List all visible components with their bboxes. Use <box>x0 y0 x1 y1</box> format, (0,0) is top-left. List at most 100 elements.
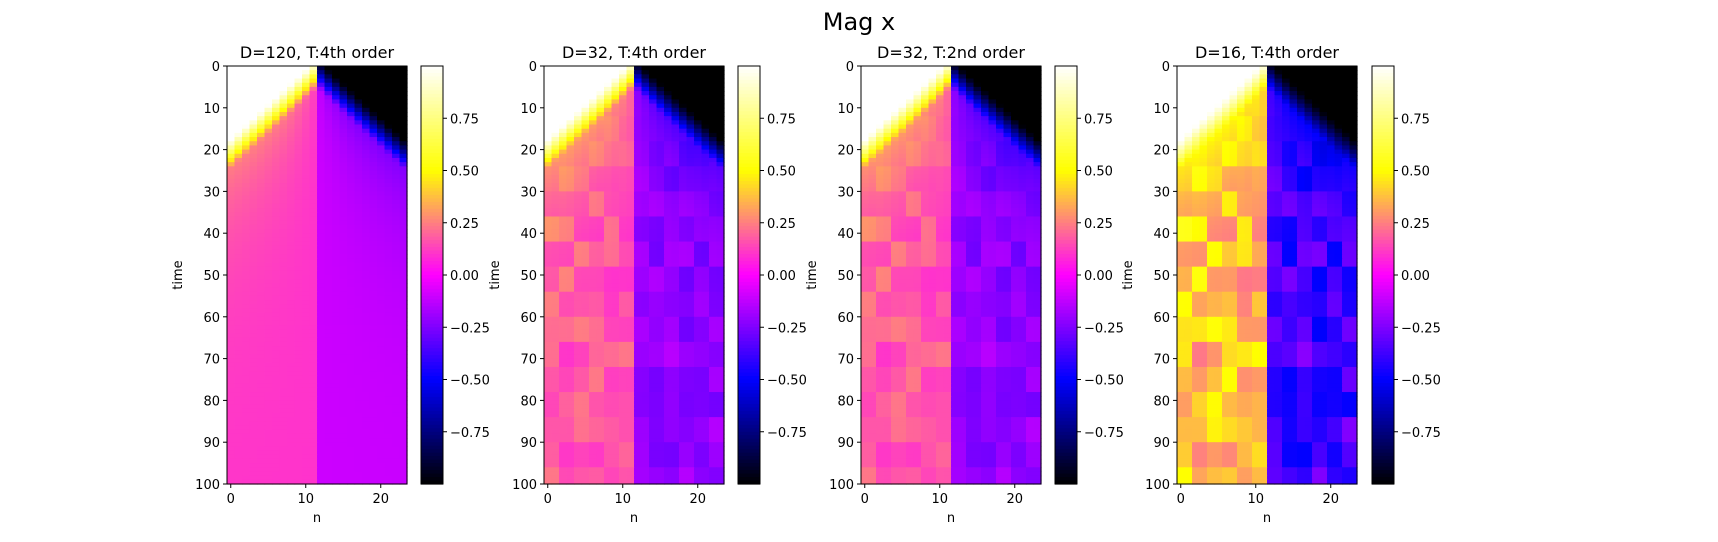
heatmap-cell <box>332 78 341 84</box>
heatmap-cell <box>694 149 703 155</box>
heatmap-cell <box>671 350 680 356</box>
heatmap-cell <box>242 178 251 184</box>
heatmap-cell <box>604 74 613 80</box>
heatmap-cell <box>641 379 650 385</box>
heatmap-cell <box>257 279 266 284</box>
heatmap-cell <box>302 128 311 134</box>
heatmap-cell <box>392 203 401 209</box>
panel-title: D=120, T:4th order <box>240 43 395 62</box>
heatmap-cell <box>671 371 680 376</box>
heatmap-cell <box>242 454 251 460</box>
heatmap-cell <box>664 262 673 268</box>
heatmap-cell <box>559 275 568 280</box>
heatmap-cell <box>581 149 590 155</box>
heatmap-cell <box>664 183 673 188</box>
heatmap-cell <box>272 454 281 460</box>
heatmap-cell <box>369 262 378 268</box>
heatmap-cell <box>242 141 251 147</box>
heatmap-cell <box>242 270 251 276</box>
heatmap-cell <box>309 279 318 284</box>
heatmap-cell <box>641 383 650 389</box>
heatmap-cell <box>701 408 710 414</box>
heatmap-cell <box>339 433 348 439</box>
heatmap-cell <box>384 132 393 138</box>
heatmap-cell <box>324 392 333 397</box>
heatmap-cell <box>716 333 725 339</box>
colorbar-segment <box>421 173 443 179</box>
heatmap-cell <box>272 237 281 243</box>
heatmap-cell <box>559 300 568 305</box>
heatmap-cell <box>551 337 560 343</box>
heatmap-cell <box>294 208 303 213</box>
heatmap-cell <box>302 254 311 259</box>
heatmap-cell <box>354 396 363 401</box>
heatmap-cell <box>294 392 303 397</box>
heatmap-cell <box>709 295 718 301</box>
heatmap-cell <box>287 241 296 247</box>
heatmap-cell <box>279 270 288 276</box>
heatmap-cell <box>709 425 718 431</box>
heatmap-cell <box>686 320 695 326</box>
heatmap-cell <box>354 412 363 418</box>
heatmap-cell <box>324 341 333 347</box>
heatmap-cell <box>369 111 378 117</box>
heatmap-cell <box>574 258 583 264</box>
heatmap-cell <box>309 429 318 435</box>
heatmap-cell <box>664 346 673 351</box>
heatmap-cell <box>581 191 590 197</box>
heatmap-cell <box>694 66 703 71</box>
heatmap-cell <box>324 383 333 389</box>
heatmap-cell <box>656 304 665 310</box>
heatmap-cell <box>309 233 318 238</box>
heatmap-cell <box>574 262 583 268</box>
heatmap-cell <box>634 183 643 188</box>
heatmap-cell <box>399 458 408 464</box>
heatmap-cell <box>369 316 378 322</box>
heatmap-cell <box>392 74 401 80</box>
heatmap-cell <box>347 333 356 339</box>
heatmap-cell <box>709 141 718 147</box>
heatmap-cell <box>686 208 695 213</box>
heatmap-cell <box>574 178 583 184</box>
heatmap-cell <box>249 82 258 88</box>
heatmap-cell <box>649 153 658 159</box>
heatmap-cell <box>227 375 236 381</box>
heatmap-cell <box>649 220 658 226</box>
heatmap-cell <box>392 208 401 213</box>
heatmap-cell <box>671 86 680 92</box>
heatmap-cell <box>559 438 568 443</box>
heatmap-cell <box>566 408 575 414</box>
heatmap-cell <box>249 70 258 75</box>
heatmap-cell <box>302 229 311 234</box>
heatmap-cell <box>559 70 568 75</box>
heatmap-cell <box>317 425 326 431</box>
heatmap-cell <box>559 183 568 188</box>
heatmap-cell <box>324 195 333 201</box>
heatmap-cell <box>302 316 311 322</box>
heatmap-cell <box>701 224 710 230</box>
heatmap-cell <box>287 392 296 397</box>
heatmap-cell <box>581 300 590 305</box>
colorbar-segment <box>421 362 443 367</box>
heatmap-cell <box>641 412 650 418</box>
heatmap-cell <box>287 400 296 406</box>
heatmap-cell <box>392 475 401 481</box>
heatmap-cell <box>227 241 236 247</box>
heatmap-cell <box>709 132 718 138</box>
heatmap-cell <box>324 458 333 464</box>
heatmap-cell <box>317 216 326 222</box>
heatmap-cell <box>242 262 251 268</box>
heatmap-cell <box>589 383 598 389</box>
heatmap-cell <box>272 350 281 356</box>
heatmap-cell <box>332 208 341 213</box>
heatmap-cell <box>272 208 281 213</box>
heatmap-cell <box>377 350 386 356</box>
heatmap-cell <box>392 300 401 305</box>
heatmap-cell <box>611 178 620 184</box>
heatmap-cell <box>377 203 386 209</box>
heatmap-cell <box>294 74 303 80</box>
heatmap-cell <box>377 412 386 418</box>
heatmap-cell <box>264 354 273 360</box>
heatmap-cell <box>332 354 341 360</box>
heatmap-cell <box>347 337 356 343</box>
